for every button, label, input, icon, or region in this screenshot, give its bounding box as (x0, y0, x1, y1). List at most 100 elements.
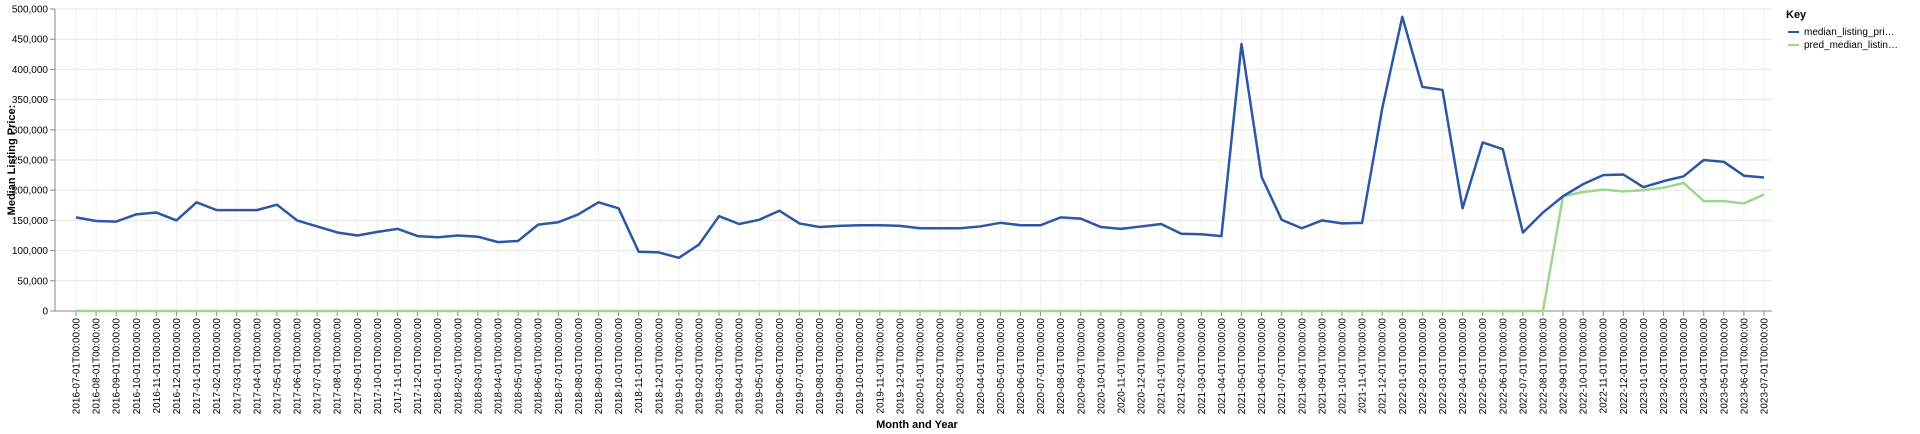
x-tick-label: 2017-04-01T00:00:00 (252, 318, 263, 415)
x-tick-label: 2022-01-01T00:00:00 (1398, 318, 1409, 415)
x-tick-label: 2019-11-01T00:00:00 (875, 318, 886, 414)
y-tick-label: 450,000 (12, 35, 49, 46)
x-tick-label: 2021-09-01T00:00:00 (1317, 318, 1328, 415)
x-tick-label: 2020-05-01T00:00:00 (996, 318, 1007, 415)
x-tick-label: 2018-12-01T00:00:00 (654, 318, 665, 415)
y-tick-label: 50,000 (17, 276, 48, 287)
x-tick-label: 2018-01-01T00:00:00 (433, 318, 444, 415)
y-tick-label: 300,000 (12, 125, 49, 136)
x-tick-label: 2022-08-01T00:00:00 (1538, 318, 1549, 415)
x-tick-label: 2018-10-01T00:00:00 (614, 318, 625, 415)
x-tick-label: 2019-09-01T00:00:00 (835, 318, 846, 415)
x-tick-label: 2018-03-01T00:00:00 (473, 318, 484, 415)
x-tick-label: 2016-12-01T00:00:00 (172, 318, 183, 415)
x-tick-label: 2020-01-01T00:00:00 (916, 318, 927, 415)
x-axis-title: Month and Year (876, 419, 958, 431)
x-tick-label: 2020-12-01T00:00:00 (1137, 318, 1148, 415)
x-tick-label: 2017-08-01T00:00:00 (333, 318, 344, 415)
x-tick-label: 2018-04-01T00:00:00 (494, 318, 505, 415)
x-tick-label: 2020-10-01T00:00:00 (1096, 318, 1107, 415)
x-tick-label: 2019-02-01T00:00:00 (694, 318, 705, 415)
y-tick-label: 400,000 (12, 65, 49, 76)
x-tick-label: 2022-06-01T00:00:00 (1498, 318, 1509, 415)
x-tick-label: 2023-07-01T00:00:00 (1760, 318, 1771, 415)
x-tick-label: 2017-05-01T00:00:00 (272, 318, 283, 415)
x-tick-label: 2017-03-01T00:00:00 (232, 318, 243, 415)
x-tick-label: 2019-03-01T00:00:00 (715, 318, 726, 415)
y-tick-label: 500,000 (12, 5, 49, 16)
x-tick-label: 2020-08-01T00:00:00 (1056, 318, 1067, 415)
x-tick-label: 2018-06-01T00:00:00 (534, 318, 545, 415)
x-tick-label: 2020-09-01T00:00:00 (1076, 318, 1087, 415)
x-tick-label: 2017-02-01T00:00:00 (212, 318, 223, 415)
x-tick-label: 2022-11-01T00:00:00 (1599, 318, 1610, 414)
x-tick-label: 2019-07-01T00:00:00 (795, 318, 806, 415)
legend-label-median: median_listing_pri… (1804, 27, 1895, 38)
x-tick-label: 2018-07-01T00:00:00 (554, 318, 565, 415)
series-line-median_listing_price (75, 15, 1765, 260)
x-tick-label: 2023-03-01T00:00:00 (1679, 318, 1690, 415)
y-tick-label: 250,000 (12, 156, 49, 167)
x-tick-label: 2019-06-01T00:00:00 (775, 318, 786, 415)
x-tick-label: 2019-01-01T00:00:00 (674, 318, 685, 415)
x-tick-label: 2020-11-01T00:00:00 (1116, 318, 1127, 414)
x-tick-label: 2018-05-01T00:00:00 (514, 318, 525, 415)
x-tick-label: 2021-12-01T00:00:00 (1378, 318, 1389, 415)
x-tick-label: 2020-06-01T00:00:00 (1016, 318, 1027, 415)
x-tick-label: 2023-02-01T00:00:00 (1659, 318, 1670, 415)
x-tick-label: 2018-09-01T00:00:00 (594, 318, 605, 415)
x-tick-label: 2023-01-01T00:00:00 (1639, 318, 1650, 415)
x-tick-label: 2022-05-01T00:00:00 (1478, 318, 1489, 415)
x-tick-label: 2022-03-01T00:00:00 (1438, 318, 1449, 415)
x-tick-label: 2021-04-01T00:00:00 (1217, 318, 1228, 415)
y-axis-title: Median Listing Price: (6, 105, 18, 216)
gridlines (55, 8, 1772, 312)
x-tick-label: 2023-04-01T00:00:00 (1699, 318, 1710, 415)
x-tick-label: 2022-09-01T00:00:00 (1559, 318, 1570, 415)
x-tick-label: 2020-04-01T00:00:00 (976, 318, 987, 415)
y-tick-label: 0 (42, 307, 48, 318)
series-line-pred_median_listing_price (76, 181, 1765, 313)
x-tick-label: 2019-04-01T00:00:00 (735, 318, 746, 415)
legend-title: Key (1786, 9, 1807, 21)
x-tick-label: 2016-07-01T00:00:00 (72, 318, 83, 415)
y-tick-label: 200,000 (12, 186, 49, 197)
x-tick-label: 2017-11-01T00:00:00 (393, 318, 404, 414)
x-tick-label: 2021-11-01T00:00:00 (1358, 318, 1369, 414)
x-tick-label: 2017-12-01T00:00:00 (413, 318, 424, 415)
x-tick-label: 2019-10-01T00:00:00 (855, 318, 866, 415)
x-tick-label: 2021-06-01T00:00:00 (1257, 318, 1268, 415)
x-tick-label: 2017-01-01T00:00:00 (192, 318, 203, 415)
x-tick-label: 2019-12-01T00:00:00 (895, 318, 906, 415)
x-tick-label: 2018-11-01T00:00:00 (634, 318, 645, 414)
x-tick-label: 2021-03-01T00:00:00 (1197, 318, 1208, 415)
x-tick-label: 2018-08-01T00:00:00 (574, 318, 585, 415)
x-tick-label: 2021-10-01T00:00:00 (1338, 318, 1349, 415)
x-tick-label: 2021-05-01T00:00:00 (1237, 318, 1248, 415)
x-tick-label: 2021-01-01T00:00:00 (1157, 318, 1168, 415)
legend: Key median_listing_pri… pred_median_list… (1786, 9, 1898, 51)
x-tick-label: 2020-03-01T00:00:00 (956, 318, 967, 415)
x-tick-label: 2016-09-01T00:00:00 (112, 318, 123, 415)
x-tick-label: 2017-06-01T00:00:00 (293, 318, 304, 415)
y-tick-label: 100,000 (12, 246, 49, 257)
x-tick-label: 2020-07-01T00:00:00 (1036, 318, 1047, 415)
x-tick-label: 2021-07-01T00:00:00 (1277, 318, 1288, 415)
series-lines (75, 15, 1765, 313)
x-tick-label: 2019-05-01T00:00:00 (755, 318, 766, 415)
x-axis-ticks: 2016-07-01T00:00:00 2016-08-01T00:00:00 20… (72, 311, 1771, 414)
legend-label-pred: pred_median_listin… (1804, 40, 1898, 51)
x-tick-label: 2017-09-01T00:00:00 (353, 318, 364, 415)
x-tick-label: 2019-08-01T00:00:00 (815, 318, 826, 415)
x-tick-label: 2022-07-01T00:00:00 (1518, 318, 1529, 415)
x-tick-label: 2022-04-01T00:00:00 (1458, 318, 1469, 415)
x-tick-label: 2016-11-01T00:00:00 (152, 318, 163, 414)
x-tick-label: 2022-02-01T00:00:00 (1418, 318, 1429, 415)
x-tick-label: 2017-10-01T00:00:00 (373, 318, 384, 415)
x-tick-label: 2017-07-01T00:00:00 (313, 318, 324, 415)
y-tick-label: 150,000 (12, 216, 49, 227)
x-tick-label: 2018-02-01T00:00:00 (453, 318, 464, 415)
x-tick-label: 2021-08-01T00:00:00 (1297, 318, 1308, 415)
x-tick-label: 2022-10-01T00:00:00 (1579, 318, 1590, 415)
